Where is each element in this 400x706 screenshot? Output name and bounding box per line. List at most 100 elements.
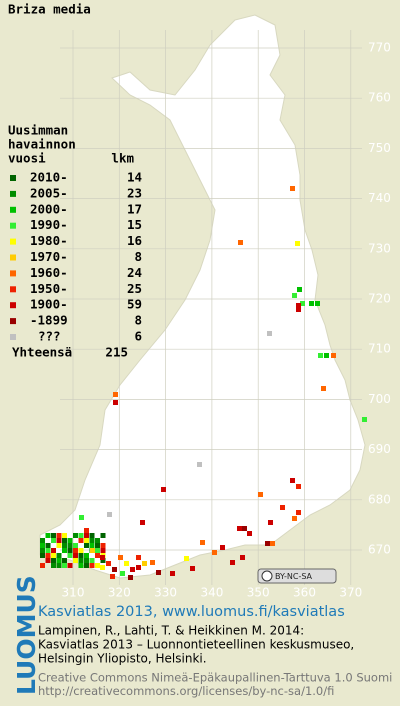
legend-swatch [10, 206, 16, 213]
legend-heading: vuosi [8, 151, 46, 166]
legend-count: 16 [127, 233, 142, 248]
observation-square [78, 563, 84, 568]
observation-square [95, 548, 100, 553]
observation-square [45, 558, 51, 563]
site: Kasviatlas 2013, www.luomus.fi/kasviatla… [38, 604, 345, 620]
observation-square [230, 560, 235, 565]
observation-square [315, 301, 320, 306]
observation-square [100, 548, 106, 553]
observation-square [51, 553, 56, 558]
labels: 770 760 750 740 730 720 710 700 690 680 670 310 320 3… [62, 41, 391, 600]
observation-square [265, 541, 270, 546]
observation-square [170, 571, 175, 576]
observation-square [51, 558, 56, 563]
observation-square [84, 538, 89, 543]
title: Briza media [8, 2, 91, 17]
observation-square [318, 353, 323, 358]
observation-square [258, 492, 263, 497]
observation-square [190, 566, 195, 571]
observation-square [56, 543, 62, 548]
observation-square [67, 548, 73, 553]
legend-count: 8 [134, 313, 142, 328]
y-label: 720 [368, 292, 391, 306]
observation-square [84, 553, 89, 558]
observation-square [73, 558, 78, 563]
observation-square [51, 533, 56, 538]
observation-square [270, 541, 275, 546]
observation-square [220, 545, 225, 550]
legend-swatch [10, 238, 16, 245]
legend-swatch [10, 190, 16, 197]
y-label: 700 [368, 392, 391, 406]
observation-square [45, 548, 51, 553]
grid [60, 30, 362, 585]
observation-square [51, 538, 56, 543]
observation-square [56, 538, 62, 543]
observation-square [56, 533, 62, 538]
citation: Helsingin Yliopisto, Helsinki. [38, 652, 207, 666]
legend-heading: havainnon [8, 137, 76, 152]
legend-count: 25 [127, 281, 142, 296]
observation-square [242, 526, 247, 531]
observation-square [300, 301, 305, 306]
observation-square [309, 301, 314, 306]
observation-square [268, 520, 273, 525]
x-label: 370 [339, 586, 362, 600]
observation-square [67, 538, 73, 543]
y-label: 710 [368, 342, 391, 356]
observation-square [247, 531, 252, 536]
observation-square [73, 543, 78, 548]
observation-square [100, 555, 105, 560]
observation-square [73, 548, 78, 553]
observation-square [118, 555, 123, 560]
y-label: 770 [368, 41, 391, 55]
observation-square [62, 543, 67, 548]
observation-square [296, 303, 301, 308]
observation-square [292, 516, 297, 521]
observation-square [136, 565, 141, 570]
legend-count: 15 [127, 217, 142, 232]
observation-square [62, 563, 67, 568]
legend-count: 59 [127, 297, 142, 312]
observation-square [95, 543, 100, 548]
observation-square [161, 487, 166, 492]
observation-square [120, 571, 125, 576]
legend-swatch [10, 270, 16, 277]
observation-square [84, 528, 89, 533]
observation-square [297, 287, 302, 292]
y-label: 730 [368, 241, 391, 255]
observation-square [40, 548, 45, 553]
observation-square [295, 241, 300, 246]
legend-heading: Uusimman [8, 123, 68, 138]
observation-square [67, 563, 73, 568]
observation-square [89, 538, 95, 543]
x-label: 310 [62, 586, 85, 600]
citation: Kasviatlas 2013 – Luonnontieteellinen ke… [38, 638, 354, 652]
legend-count: 8 [134, 249, 142, 264]
observation-square [100, 533, 106, 538]
observation-square [238, 240, 243, 245]
observation-square [90, 548, 95, 553]
observation-square [62, 538, 67, 543]
legend-count-heading: lkm [111, 151, 134, 166]
x-label: 340 [200, 586, 223, 600]
observation-square [89, 558, 95, 563]
legend-label: 1990- [30, 217, 68, 232]
observation-square [100, 558, 106, 563]
observation-square [89, 543, 95, 548]
observation-square [290, 186, 295, 191]
observation-square [130, 567, 135, 572]
license: http://creativecommons.org/licenses/by-n… [38, 684, 334, 698]
observation-square [296, 307, 301, 312]
legend-label: 2000- [30, 201, 68, 216]
observation-square [184, 556, 189, 561]
observation-square [62, 533, 67, 538]
legend-count: 14 [127, 170, 142, 185]
observation-square [78, 533, 84, 538]
observation-square [84, 533, 89, 538]
legend-swatch [10, 302, 16, 309]
observation-square [212, 550, 217, 555]
badge-text: BY-NC-SA [275, 572, 313, 581]
observation-square [51, 563, 56, 568]
observation-square [100, 565, 105, 570]
